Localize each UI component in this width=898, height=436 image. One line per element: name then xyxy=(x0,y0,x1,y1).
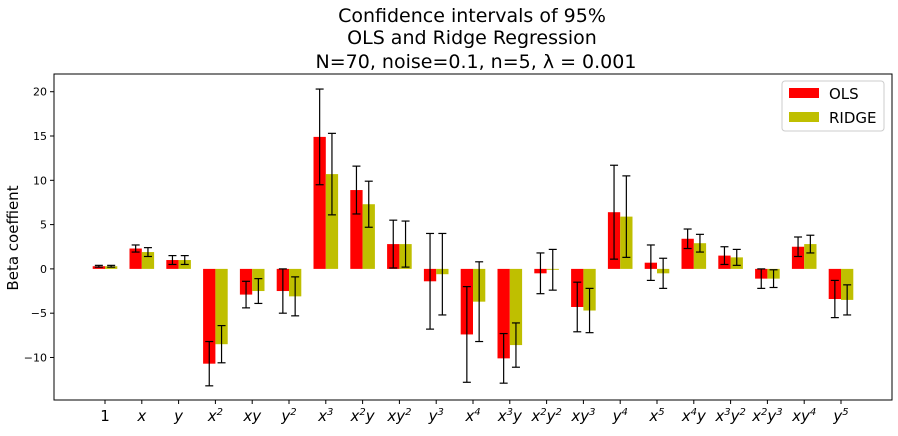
x-tick-label: x3y xyxy=(497,407,523,425)
error-bar-ols-1 xyxy=(131,244,140,253)
legend-swatch-ols xyxy=(789,88,819,98)
y-tick-label: −10 xyxy=(24,351,47,364)
x-tick-label: y3 xyxy=(428,407,444,425)
error-bar-ols-11 xyxy=(499,332,508,384)
bar-ols-19 xyxy=(791,246,805,269)
error-bar-ols-12 xyxy=(536,252,545,295)
y-axis-label: Beta coeffient xyxy=(4,185,22,290)
error-bar-ridge-14 xyxy=(622,175,631,258)
x-tick-label: x3 xyxy=(317,407,333,425)
x-tick-label: x4 xyxy=(464,407,480,425)
error-bar-ridge-8 xyxy=(401,220,410,268)
error-bar-ols-7 xyxy=(352,165,361,215)
y-tick-label: 10 xyxy=(33,174,47,187)
x-tick-label: y2 xyxy=(280,407,296,425)
legend: OLS RIDGE xyxy=(781,80,885,132)
bar-ridge-11 xyxy=(509,268,523,346)
error-bar-ols-16 xyxy=(683,228,692,250)
error-bar-ridge-3 xyxy=(217,324,226,364)
bar-ridge-19 xyxy=(804,244,817,269)
error-bar-ridge-12 xyxy=(548,248,557,291)
x-tick-label: xy4 xyxy=(791,407,816,425)
x-tick-label: y xyxy=(173,407,184,425)
x-tick-label: xy2 xyxy=(386,407,411,425)
x-tick-label: x3y2 xyxy=(714,407,746,425)
x-tick-label: y5 xyxy=(832,407,848,425)
x-tick-label: x2y xyxy=(350,407,376,425)
bar-ridge-7 xyxy=(362,204,375,269)
error-bar-ols-6 xyxy=(315,88,324,186)
y-tick-label: 5 xyxy=(40,219,47,232)
error-bar-ridge-2 xyxy=(180,255,189,266)
error-bar-ols-20 xyxy=(830,279,839,319)
bar-ols-11 xyxy=(497,268,510,359)
bars-layer xyxy=(92,136,854,364)
error-bar-ols-4 xyxy=(242,280,251,309)
error-bar-ridge-15 xyxy=(659,257,668,289)
chart-title-line-1: Confidence intervals of 95% xyxy=(338,5,606,27)
x-tick-label: x xyxy=(136,407,146,425)
error-bar-ridge-7 xyxy=(364,180,373,228)
x-tick-label: x2y2 xyxy=(530,407,562,425)
error-bar-ols-15 xyxy=(646,244,655,282)
y-tick-label: 0 xyxy=(40,263,47,276)
y-tick-label: 15 xyxy=(33,130,47,143)
x-tick-label: y4 xyxy=(612,407,628,425)
error-bar-ols-19 xyxy=(794,236,803,258)
x-tick-label: x2y3 xyxy=(751,407,783,425)
error-bar-ols-2 xyxy=(168,255,177,266)
error-bar-ols-8 xyxy=(389,219,398,269)
bar-ridge-16 xyxy=(693,243,707,269)
x-tick-label: x2 xyxy=(207,407,223,425)
plot-area-frame xyxy=(53,73,893,401)
error-bar-ridge-0 xyxy=(107,264,116,268)
y-tick-label: −5 xyxy=(31,307,47,320)
y-tick-label: 20 xyxy=(33,86,47,99)
error-bar-ridge-1 xyxy=(143,247,152,258)
error-bar-ridge-10 xyxy=(475,261,484,343)
error-bar-ridge-9 xyxy=(438,232,447,316)
chart-title-line-3: N=70, noise=0.1, n=5, λ = 0.001 xyxy=(316,51,637,73)
error-bar-ridge-19 xyxy=(806,234,815,254)
bar-ridge-6 xyxy=(325,174,339,269)
legend-swatch-ridge xyxy=(789,112,819,122)
error-bar-ols-10 xyxy=(462,286,471,383)
x-tick-label: xy xyxy=(242,407,262,425)
error-bar-ols-5 xyxy=(278,268,287,314)
error-bar-ridge-13 xyxy=(585,287,594,334)
error-bar-ridge-18 xyxy=(769,269,778,289)
x-tick-label: xy3 xyxy=(570,407,595,425)
bar-ols-7 xyxy=(350,190,363,269)
error-bar-ols-0 xyxy=(94,264,103,268)
y-axis: −10 −5 0 5 10 15 20 xyxy=(24,86,54,364)
error-bar-ridge-4 xyxy=(254,278,263,305)
error-bar-ols-18 xyxy=(757,268,766,289)
x-tick-label: x5 xyxy=(648,407,664,425)
error-bar-ols-14 xyxy=(610,164,619,260)
x-tick-label: 1 xyxy=(100,407,110,425)
chart-title-line-2: OLS and Ridge Regression xyxy=(347,27,597,49)
error-bar-ridge-20 xyxy=(843,284,852,316)
error-bars-layer xyxy=(94,88,852,387)
error-bar-ols-3 xyxy=(205,340,214,387)
x-tick-label: x4y xyxy=(681,407,707,425)
error-bar-ols-9 xyxy=(426,232,435,330)
bar-ols-16 xyxy=(681,238,694,269)
x-axis: 1 x y x2 xy y2 x3 x2y xy2 y3 x4 x3y x2y2 xy3 y4 x5 x4y x3… xyxy=(100,400,849,425)
legend-label-ridge: RIDGE xyxy=(829,109,877,127)
bar-ols-3 xyxy=(203,268,216,364)
legend-label-ols: OLS xyxy=(829,85,859,103)
error-bar-ridge-6 xyxy=(327,132,336,216)
error-bar-ridge-16 xyxy=(695,233,704,253)
error-bar-ridge-5 xyxy=(291,276,300,317)
bar-ols-6 xyxy=(313,136,326,269)
error-bar-ridge-17 xyxy=(732,248,741,266)
bar-ols-1 xyxy=(129,248,142,269)
error-bar-ridge-11 xyxy=(511,322,520,368)
error-bar-ols-13 xyxy=(573,281,582,333)
error-bar-ols-17 xyxy=(720,246,729,266)
